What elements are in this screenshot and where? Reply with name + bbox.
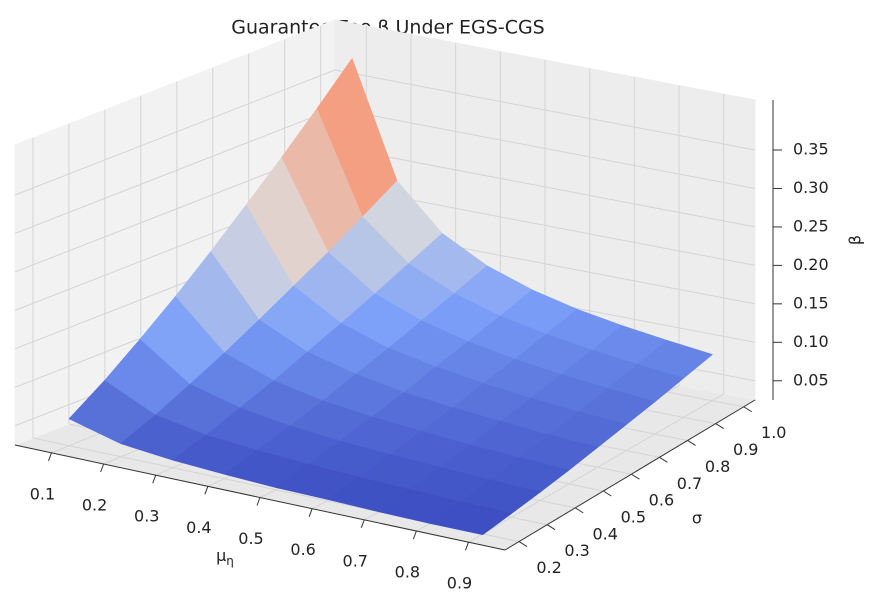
z-tick-label: 0.25	[793, 216, 829, 235]
x-tick-label: 0.9	[447, 574, 472, 593]
x-tick-label: 0.6	[290, 540, 315, 559]
grid-line	[334, 146, 756, 228]
y-tick	[715, 423, 724, 430]
x-tick	[308, 508, 313, 517]
y-tick	[659, 456, 668, 463]
x-tick	[100, 463, 105, 473]
x-axis-label: μη	[216, 546, 234, 568]
y-tick-label: 0.5	[621, 508, 646, 527]
y-tick-label: 0.9	[733, 440, 758, 459]
grid-line	[334, 69, 756, 151]
y-tick-label: 0.6	[649, 491, 674, 510]
x-tick	[412, 530, 417, 540]
z-tick-label: 0.10	[793, 332, 829, 351]
y-axis-line	[504, 399, 756, 551]
y-tick-label: 0.4	[592, 524, 617, 543]
grid-line	[334, 107, 756, 189]
y-tick	[574, 507, 584, 514]
x-axis-label-base: μ	[216, 546, 226, 565]
x-tick	[48, 452, 52, 461]
x-tick-label: 0.7	[343, 551, 368, 570]
x-tick	[360, 519, 365, 529]
x-tick	[152, 474, 157, 484]
y-tick-label: 0.7	[677, 474, 702, 493]
x-tick-label: 0.4	[186, 518, 211, 537]
grid-line	[14, 107, 336, 234]
y-tick-label: 0.8	[705, 457, 730, 476]
x-axis-label-sub: η	[226, 554, 234, 568]
y-axis-label: σ	[692, 509, 702, 528]
z-tick-label: 0.15	[793, 293, 829, 312]
y-tick-label: 1.0	[761, 423, 786, 442]
x-tick-label: 0.2	[82, 495, 107, 514]
y-tick-label: 0.2	[536, 558, 561, 577]
x-tick-label: 0.8	[395, 563, 420, 582]
surface-facet	[430, 501, 512, 535]
y-tick	[687, 440, 696, 446]
x-tick-label: 0.3	[134, 507, 159, 526]
x-axis-line	[14, 444, 506, 551]
z-tick-label: 0.05	[793, 370, 829, 389]
z-axis-label: β	[846, 235, 865, 245]
y-tick	[546, 524, 556, 531]
x-tick-label: 0.1	[30, 484, 55, 503]
y-tick	[743, 406, 753, 413]
y-tick	[518, 541, 528, 547]
x-tick	[204, 486, 209, 495]
y-tick	[603, 490, 612, 497]
z-tick-label: 0.35	[793, 140, 829, 159]
y-tick	[631, 473, 640, 480]
grid-line	[14, 69, 336, 196]
z-tick-label: 0.30	[793, 178, 829, 197]
x-tick	[465, 542, 469, 551]
x-tick	[256, 497, 261, 506]
z-tick-label: 0.20	[793, 255, 829, 274]
y-tick-label: 0.3	[564, 541, 589, 560]
x-tick-label: 0.5	[238, 529, 263, 548]
